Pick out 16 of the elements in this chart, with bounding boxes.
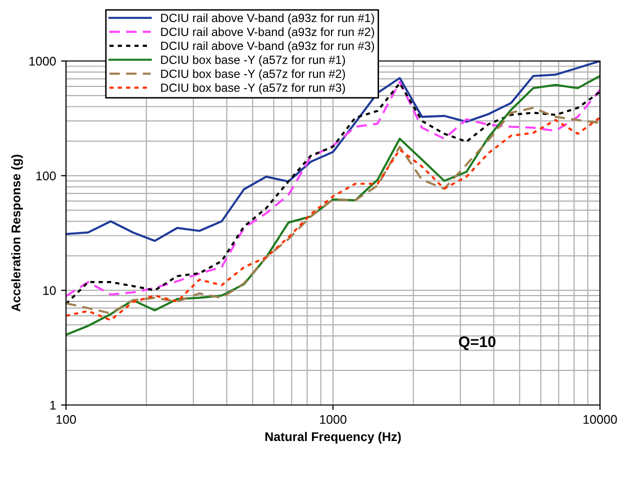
x-axis-title: Natural Frequency (Hz): [265, 432, 401, 444]
legend-label: DCIU rail above V-band (a93z for run #1): [161, 13, 374, 24]
legend-label: DCIU rail above V-band (a93z for run #2): [161, 27, 374, 38]
legend-label: DCIU box base -Y (a57z for run #2): [161, 69, 345, 80]
legend-label: DCIU box base -Y (a57z for run #1): [161, 55, 345, 66]
x-tick-label: 100: [56, 415, 76, 424]
x-tick-label: 10000: [584, 415, 617, 424]
annotation: Q=10: [458, 336, 496, 350]
y-tick-label: 100: [36, 171, 56, 180]
y-tick-label: 1000: [29, 56, 56, 66]
y-tick-label: 1: [50, 400, 56, 410]
legend-label: DCIU rail above V-band (a93z for run #3): [161, 41, 374, 52]
y-tick-label: 10: [43, 286, 56, 295]
legend-label: DCIU box base -Y (a57z for run #3): [161, 83, 345, 94]
y-axis-title: Acceleration Response (g): [11, 154, 23, 312]
x-tick-label: 1000: [320, 415, 346, 424]
